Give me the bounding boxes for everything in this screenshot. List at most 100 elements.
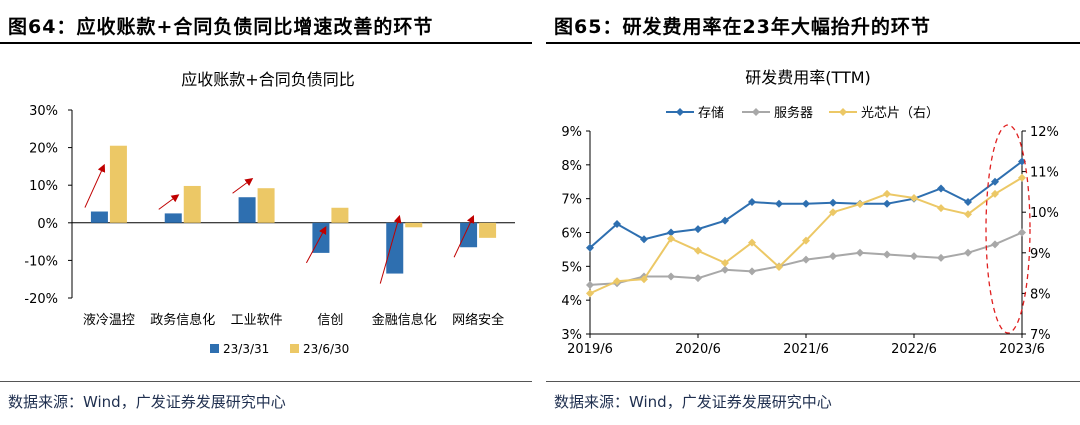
data-point <box>721 258 729 267</box>
data-point <box>802 236 810 245</box>
y-right-tick-label: 7% <box>1030 328 1051 343</box>
bar-series-1 <box>312 222 330 253</box>
title-rule-left <box>0 42 532 44</box>
legend-marker <box>752 108 760 116</box>
data-point <box>883 250 891 259</box>
legend-label: 存储 <box>698 106 724 121</box>
source-rule-right <box>546 381 1080 382</box>
data-point <box>667 228 675 237</box>
panel-right: 图65：研发费用率在23年大幅抬升的环节 研发费用率(TTM) 存储 服务器 光芯片（… <box>546 0 1080 425</box>
line-chart: 研发费用率(TTM) 存储 服务器 光芯片（右） 3% 4% 5% 6% 7% 8% 9% 7% 8% 9… <box>561 68 1059 357</box>
y-right-tick-label: 8% <box>1030 287 1051 302</box>
data-point <box>748 238 756 247</box>
data-point <box>748 198 756 207</box>
y-tick-label: 30% <box>29 104 58 119</box>
figure-title-left: 图64：应收账款+合同负债同比增速改善的环节 <box>8 16 434 38</box>
category-label: 金融信息化 <box>372 312 437 328</box>
data-point <box>883 199 891 208</box>
data-point <box>829 208 837 217</box>
category-label: 网络安全 <box>452 312 504 328</box>
category-label: 工业软件 <box>231 313 283 328</box>
x-tick-label: 2023/6 <box>999 342 1045 357</box>
bar-series-1 <box>460 222 478 248</box>
bar-series-2 <box>257 188 275 223</box>
legend-label: 光芯片（右） <box>861 106 939 121</box>
improvement-arrow <box>158 194 180 210</box>
y-left-tick-label: 4% <box>561 294 582 309</box>
legend-swatch <box>290 344 299 353</box>
bar-series-1 <box>164 213 182 223</box>
data-point <box>991 177 999 186</box>
data-point <box>694 246 702 255</box>
figure-title-right: 图65：研发费用率在23年大幅抬升的环节 <box>554 16 931 38</box>
bar-series-2 <box>479 222 497 238</box>
data-point <box>775 199 783 208</box>
y-tick-label: 20% <box>29 142 58 157</box>
data-point <box>883 189 891 198</box>
category-label: 政务信息化 <box>150 312 215 328</box>
bar-series-2 <box>183 185 201 223</box>
source-rule-left <box>0 381 532 382</box>
title-rule-right <box>546 42 1080 44</box>
data-point <box>1018 157 1026 166</box>
y-right-tick-label: 12% <box>1030 125 1059 140</box>
data-point <box>1018 173 1026 182</box>
data-point <box>937 204 945 213</box>
legend-marker <box>676 108 684 116</box>
bar-series-1 <box>386 222 404 274</box>
data-point <box>640 275 648 284</box>
bar-series-2 <box>405 222 423 228</box>
category-label: 信创 <box>317 313 343 328</box>
y-left-tick-label: 3% <box>561 328 582 343</box>
bar-series-1 <box>238 197 256 223</box>
y-tick-label: 10% <box>29 179 58 194</box>
data-point <box>910 193 918 202</box>
legend-label: 服务器 <box>774 105 813 121</box>
data-point <box>937 253 945 262</box>
data-point <box>802 255 810 264</box>
bar-chart: 应收账款+合同负债同比 -20% -10% 0% 10% 20% 30% 液冷温控 政务信息化 工… <box>24 70 515 356</box>
y-left-tick-label: 7% <box>561 193 582 208</box>
data-point <box>964 248 972 257</box>
y-left-tick-label: 5% <box>561 260 582 275</box>
data-point <box>613 220 621 229</box>
y-right-tick-label: 10% <box>1030 206 1059 221</box>
y-right-tick-label: 11% <box>1030 166 1059 181</box>
data-point <box>613 277 621 286</box>
data-point <box>640 235 648 244</box>
source-note-right: 数据来源：Wind，广发证券发展研究中心 <box>554 393 832 411</box>
improvement-arrow <box>232 178 254 194</box>
data-point <box>910 252 918 261</box>
data-point <box>748 267 756 276</box>
data-point <box>694 225 702 234</box>
data-point <box>721 216 729 225</box>
y-tick-label: -10% <box>24 254 58 269</box>
data-point <box>1018 228 1026 237</box>
x-tick-label: 2021/6 <box>783 342 829 357</box>
data-point <box>991 240 999 249</box>
y-tick-label: 0% <box>37 217 58 232</box>
improvement-arrow <box>305 226 327 264</box>
bar-series-1 <box>90 211 108 223</box>
y-left-tick-label: 9% <box>561 125 582 140</box>
x-tick-label: 2019/6 <box>567 342 613 357</box>
y-tick-label: -20% <box>24 292 58 307</box>
bar-series-2 <box>331 207 349 223</box>
legend-marker <box>839 108 847 116</box>
y-left-tick-label: 8% <box>561 159 582 174</box>
data-point <box>964 210 972 219</box>
data-point <box>856 248 864 257</box>
legend-swatch <box>210 344 219 353</box>
y-right-tick-label: 9% <box>1030 247 1051 262</box>
category-label: 液冷温控 <box>83 313 135 328</box>
data-point <box>667 234 675 243</box>
data-point <box>586 289 594 298</box>
data-point <box>856 200 864 209</box>
data-point <box>964 198 972 207</box>
improvement-arrow <box>379 214 402 284</box>
data-point <box>586 243 594 252</box>
data-point <box>667 272 675 281</box>
panel-left: 图64：应收账款+合同负债同比增速改善的环节 应收账款+合同负债同比 -20% -1… <box>0 0 532 425</box>
data-point <box>937 184 945 193</box>
data-point <box>802 199 810 208</box>
